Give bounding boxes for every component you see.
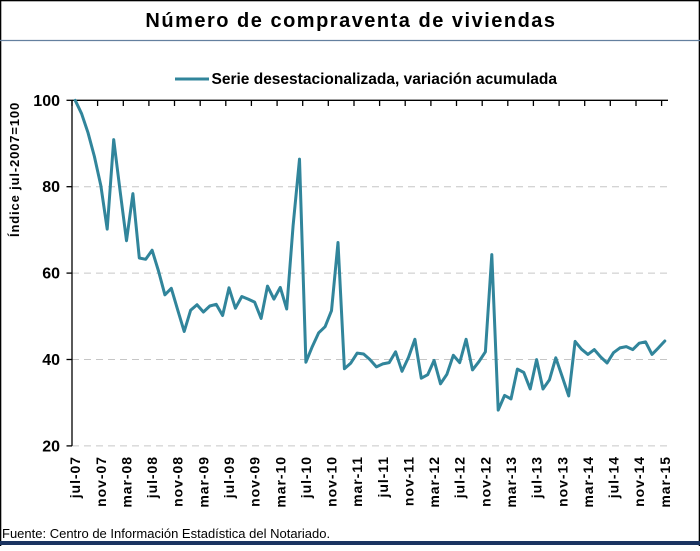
svg-text:nov-12: nov-12: [477, 456, 493, 507]
svg-text:mar-13: mar-13: [503, 456, 519, 508]
svg-text:mar-15: mar-15: [657, 456, 673, 508]
svg-text:100: 100: [33, 93, 60, 110]
svg-text:Serie desestacionalizada, vari: Serie desestacionalizada, variación acum…: [212, 71, 558, 88]
svg-text:jul-12: jul-12: [452, 456, 468, 499]
svg-text:mar-14: mar-14: [580, 456, 596, 508]
svg-text:jul-08: jul-08: [144, 456, 160, 499]
svg-text:nov-07: nov-07: [93, 456, 109, 507]
svg-text:mar-09: mar-09: [195, 456, 211, 508]
svg-text:jul-09: jul-09: [221, 456, 237, 499]
svg-text:nov-08: nov-08: [170, 456, 186, 507]
svg-text:Fuente: Centro de Información: Fuente: Centro de Información Estadístic…: [2, 526, 330, 541]
svg-text:nov-14: nov-14: [631, 456, 647, 507]
svg-text:80: 80: [42, 179, 60, 196]
svg-text:mar-10: mar-10: [272, 456, 288, 508]
svg-text:nov-13: nov-13: [554, 456, 570, 507]
svg-text:Número de compraventa de vivie: Número de compraventa de viviendas: [145, 10, 556, 32]
svg-text:Índice jul-2007=100: Índice jul-2007=100: [7, 102, 22, 237]
svg-text:mar-12: mar-12: [426, 456, 442, 508]
svg-text:jul-10: jul-10: [298, 456, 314, 499]
svg-text:nov-09: nov-09: [247, 456, 263, 507]
svg-text:jul-13: jul-13: [529, 456, 545, 499]
svg-text:jul-11: jul-11: [375, 456, 391, 499]
svg-text:60: 60: [42, 266, 60, 283]
svg-text:jul-14: jul-14: [606, 456, 622, 499]
svg-text:mar-08: mar-08: [119, 456, 135, 508]
svg-text:40: 40: [42, 352, 60, 369]
svg-text:nov-11: nov-11: [401, 456, 417, 506]
svg-text:mar-11: mar-11: [349, 456, 365, 507]
svg-text:20: 20: [42, 438, 60, 455]
svg-text:nov-10: nov-10: [324, 456, 340, 507]
svg-text:jul-07: jul-07: [67, 456, 83, 499]
